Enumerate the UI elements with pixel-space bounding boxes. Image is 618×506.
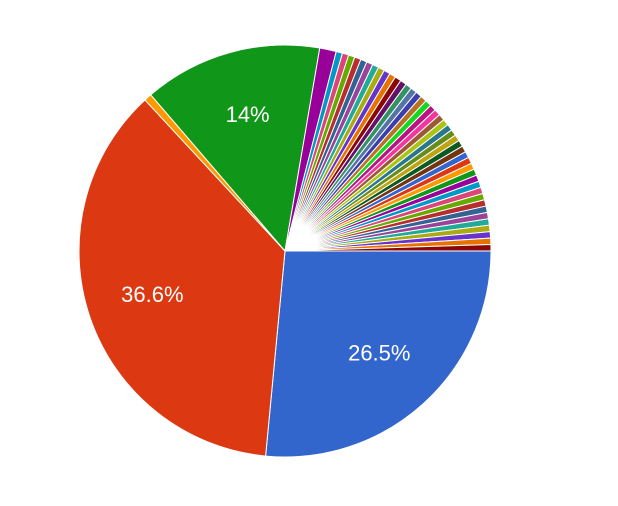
slice-label: 36.6% bbox=[121, 282, 183, 307]
pie-slice bbox=[150, 44, 321, 253]
pie-slice bbox=[265, 250, 492, 458]
pie-slice bbox=[78, 99, 286, 457]
slice-label: 26.5% bbox=[348, 340, 410, 365]
pie-slice bbox=[284, 244, 492, 252]
slice-label: 14% bbox=[226, 102, 270, 127]
